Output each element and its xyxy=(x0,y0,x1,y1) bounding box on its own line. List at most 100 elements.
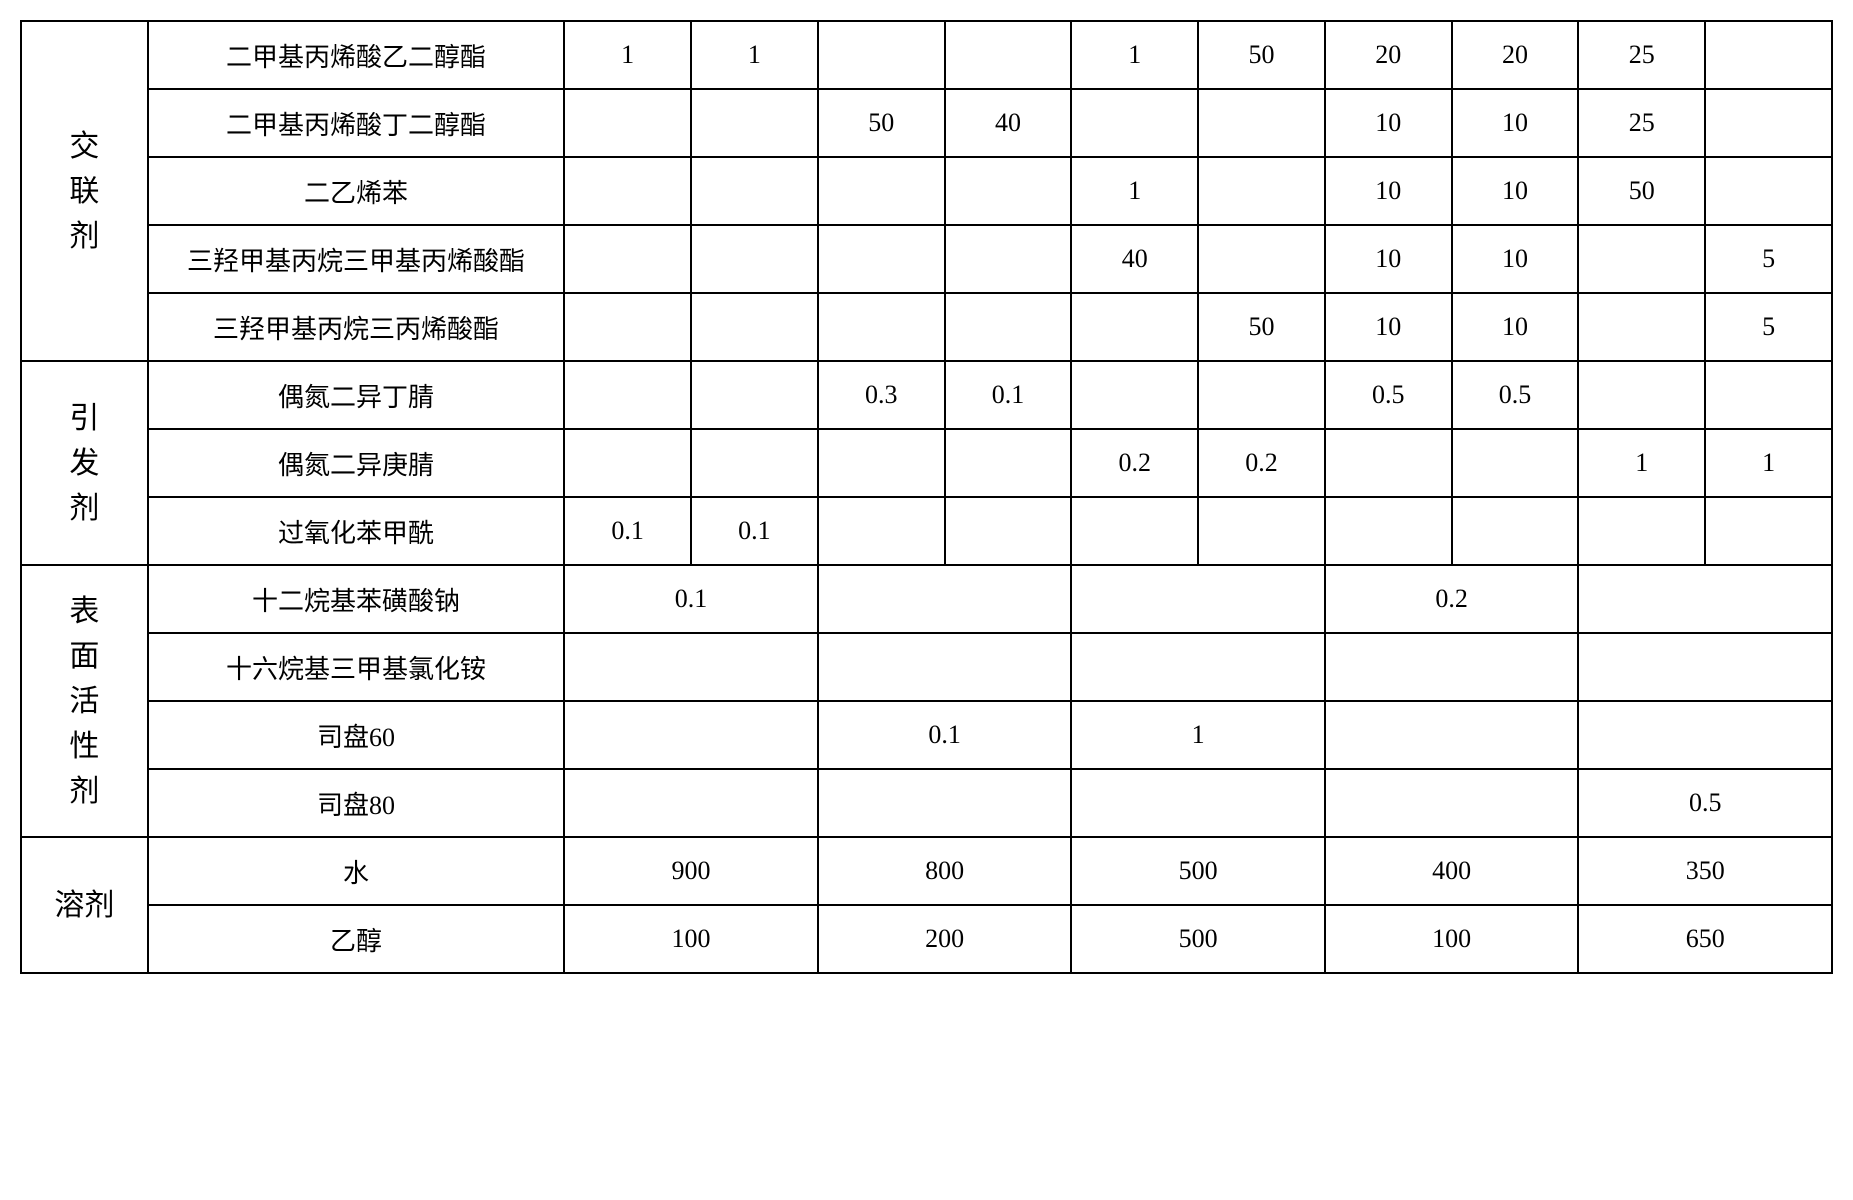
cell xyxy=(691,225,818,293)
cell xyxy=(691,89,818,157)
cell xyxy=(1705,497,1832,565)
cell: 350 xyxy=(1578,837,1832,905)
cell: 10 xyxy=(1325,225,1452,293)
table-row: 过氧化苯甲酰 0.1 0.1 xyxy=(21,497,1832,565)
cell xyxy=(945,429,1072,497)
cell xyxy=(818,225,945,293)
cell: 10 xyxy=(1452,225,1579,293)
cell: 1 xyxy=(564,21,691,89)
cell xyxy=(564,225,691,293)
cell xyxy=(1325,497,1452,565)
cell: 10 xyxy=(1325,293,1452,361)
row-name: 二乙烯苯 xyxy=(148,157,565,225)
cell: 1 xyxy=(691,21,818,89)
cell: 10 xyxy=(1452,157,1579,225)
cell xyxy=(1452,429,1579,497)
table-row: 表面活性剂 十二烷基苯磺酸钠 0.1 0.2 xyxy=(21,565,1832,633)
cell xyxy=(818,429,945,497)
cell: 5 xyxy=(1705,225,1832,293)
cell xyxy=(1198,361,1325,429)
row-name: 十二烷基苯磺酸钠 xyxy=(148,565,565,633)
cell xyxy=(564,701,818,769)
cell: 200 xyxy=(818,905,1072,973)
cell xyxy=(818,21,945,89)
cell xyxy=(1578,361,1705,429)
section-initiator: 引发剂 xyxy=(21,361,148,565)
cell xyxy=(1325,701,1579,769)
cell: 25 xyxy=(1578,21,1705,89)
cell xyxy=(1071,361,1198,429)
cell: 10 xyxy=(1452,293,1579,361)
cell xyxy=(1705,21,1832,89)
cell: 800 xyxy=(818,837,1072,905)
cell: 20 xyxy=(1325,21,1452,89)
table-row: 乙醇 100 200 500 100 650 xyxy=(21,905,1832,973)
cell xyxy=(818,769,1072,837)
cell xyxy=(1578,633,1832,701)
cell: 0.1 xyxy=(564,497,691,565)
cell xyxy=(564,429,691,497)
cell: 1 xyxy=(1071,157,1198,225)
cell: 5 xyxy=(1705,293,1832,361)
cell: 400 xyxy=(1325,837,1579,905)
row-name: 二甲基丙烯酸乙二醇酯 xyxy=(148,21,565,89)
row-name: 司盘60 xyxy=(148,701,565,769)
cell xyxy=(691,157,818,225)
cell xyxy=(1325,429,1452,497)
cell: 500 xyxy=(1071,837,1325,905)
cell xyxy=(1071,89,1198,157)
table-row: 二乙烯苯 1 10 10 50 xyxy=(21,157,1832,225)
cell: 0.2 xyxy=(1325,565,1579,633)
cell xyxy=(1071,497,1198,565)
cell: 50 xyxy=(1198,21,1325,89)
cell: 1 xyxy=(1071,21,1198,89)
cell: 1 xyxy=(1578,429,1705,497)
cell xyxy=(564,769,818,837)
cell xyxy=(1198,157,1325,225)
cell: 0.2 xyxy=(1198,429,1325,497)
cell: 0.1 xyxy=(691,497,818,565)
cell: 0.1 xyxy=(818,701,1072,769)
cell: 40 xyxy=(1071,225,1198,293)
cell: 100 xyxy=(1325,905,1579,973)
table-row: 十六烷基三甲基氯化铵 xyxy=(21,633,1832,701)
section-crosslinker: 交联剂 xyxy=(21,21,148,361)
cell xyxy=(1071,633,1325,701)
cell xyxy=(564,157,691,225)
cell: 25 xyxy=(1578,89,1705,157)
cell xyxy=(691,361,818,429)
cell: 900 xyxy=(564,837,818,905)
cell xyxy=(1452,497,1579,565)
table-row: 交联剂 二甲基丙烯酸乙二醇酯 1 1 1 50 20 20 25 xyxy=(21,21,1832,89)
row-name: 偶氮二异丁腈 xyxy=(148,361,565,429)
cell xyxy=(1578,497,1705,565)
cell: 0.5 xyxy=(1325,361,1452,429)
cell xyxy=(1705,89,1832,157)
table-row: 溶剂 水 900 800 500 400 350 xyxy=(21,837,1832,905)
cell xyxy=(1071,565,1325,633)
cell: 20 xyxy=(1452,21,1579,89)
row-name: 三羟甲基丙烷三甲基丙烯酸酯 xyxy=(148,225,565,293)
section-solvent: 溶剂 xyxy=(21,837,148,973)
cell: 0.5 xyxy=(1452,361,1579,429)
cell: 500 xyxy=(1071,905,1325,973)
cell xyxy=(1705,361,1832,429)
row-name: 偶氮二异庚腈 xyxy=(148,429,565,497)
cell xyxy=(1705,157,1832,225)
cell: 50 xyxy=(818,89,945,157)
cell xyxy=(1578,701,1832,769)
cell xyxy=(945,225,1072,293)
cell xyxy=(1071,293,1198,361)
cell: 50 xyxy=(1578,157,1705,225)
cell xyxy=(1198,497,1325,565)
cell xyxy=(945,497,1072,565)
table-row: 二甲基丙烯酸丁二醇酯 50 40 10 10 25 xyxy=(21,89,1832,157)
cell xyxy=(818,293,945,361)
table-row: 三羟甲基丙烷三丙烯酸酯 50 10 10 5 xyxy=(21,293,1832,361)
cell: 1 xyxy=(1705,429,1832,497)
cell xyxy=(1198,225,1325,293)
row-name: 三羟甲基丙烷三丙烯酸酯 xyxy=(148,293,565,361)
row-name: 水 xyxy=(148,837,565,905)
cell: 0.3 xyxy=(818,361,945,429)
table-row: 司盘60 0.1 1 xyxy=(21,701,1832,769)
